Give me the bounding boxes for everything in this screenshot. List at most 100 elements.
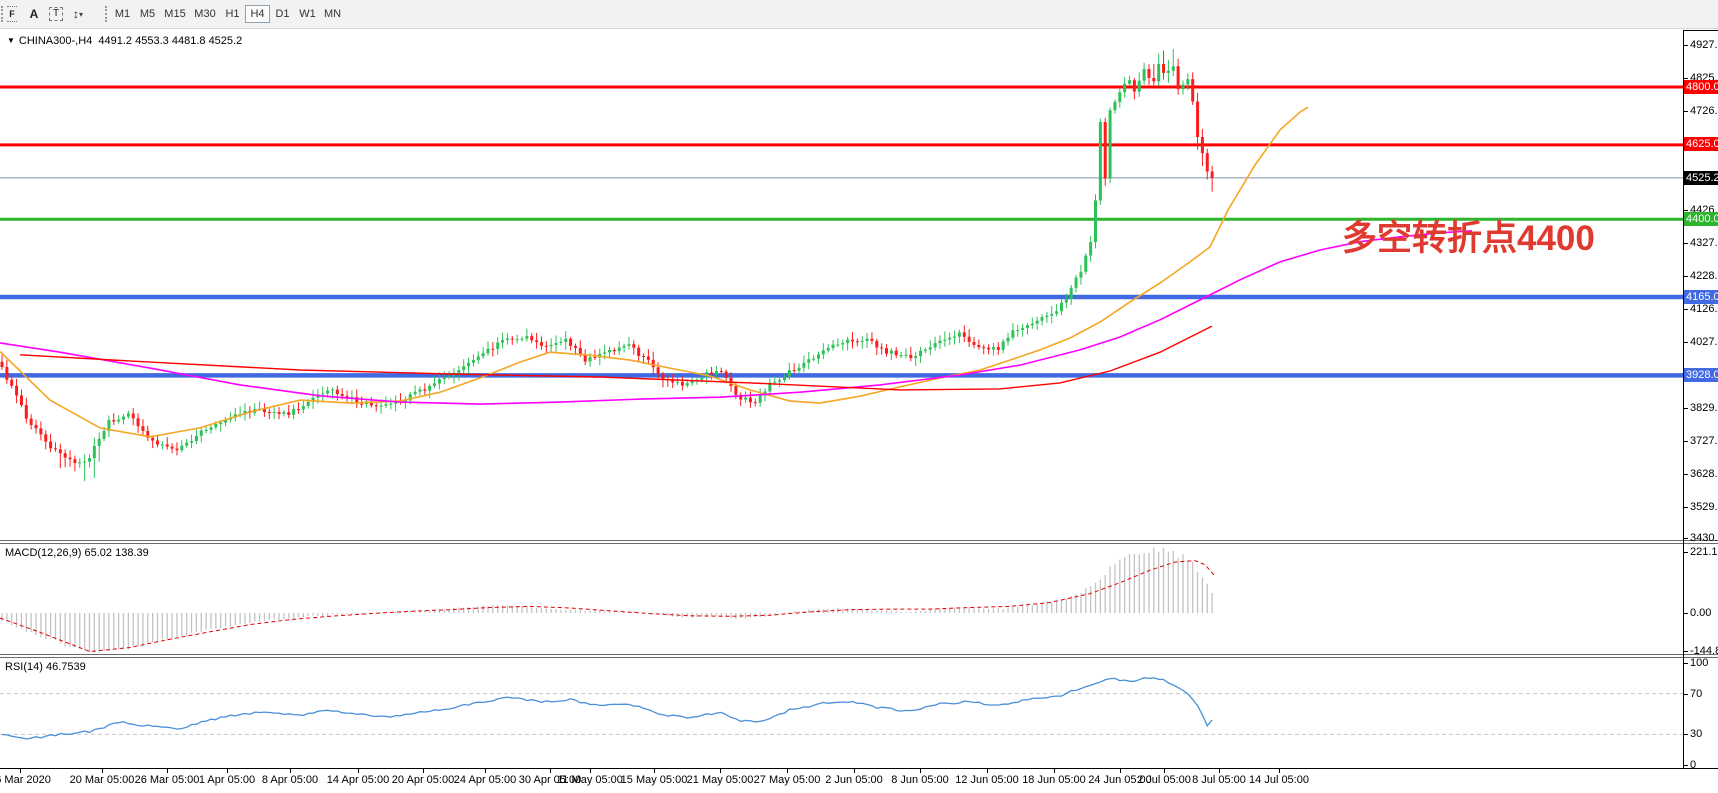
- price-tick-4228.0-tick: [1683, 276, 1688, 277]
- price-tick-4027.0: 4027.0: [1690, 336, 1718, 348]
- price-axis-border: [1683, 30, 1684, 769]
- ohlc-high: 4553.3: [135, 35, 169, 47]
- rsi-chart[interactable]: [0, 658, 1683, 768]
- macd-tick--144.84-tick: [1683, 651, 1688, 652]
- time-tick: [358, 769, 359, 773]
- annotation-text[interactable]: 多空转折点4400: [1342, 219, 1595, 258]
- time-label: 14 Apr 05:00: [326, 774, 390, 786]
- time-label: 8 Jun 05:00: [891, 774, 949, 786]
- candlesticks-layer: [0, 48, 1214, 482]
- time-label: 21 May 05:00: [686, 774, 754, 786]
- time-label: 20 Mar 05:00: [69, 774, 135, 786]
- timeframe-toolbar-grip[interactable]: [105, 6, 107, 22]
- rsi-panel[interactable]: RSI(14) 46.7539: [0, 658, 1683, 768]
- ohlc-low: 4481.8: [171, 35, 206, 47]
- text-icon: A: [29, 7, 39, 21]
- fibonacci-retracement-icon: F: [7, 6, 17, 22]
- macd-tick-221.13-tick: [1683, 552, 1688, 553]
- rsi-line: [1, 677, 1213, 740]
- time-label: 16 Mar 2020: [0, 774, 51, 786]
- price-tick-4927.0: 4927.0: [1690, 39, 1718, 51]
- arrows-button[interactable]: ↕ ▾: [68, 4, 88, 24]
- macd-label: MACD(12,26,9) 65.02 138.39: [5, 547, 149, 559]
- time-label: 26 Mar 05:00: [134, 774, 200, 786]
- time-label: 1 Apr 05:00: [198, 774, 256, 786]
- timeframe-button-d1[interactable]: D1: [275, 8, 290, 20]
- arrows-icon: ↕: [72, 7, 79, 21]
- timeframe-button-m5[interactable]: M5: [139, 8, 156, 20]
- price-line-label-4400.0: 4400.0: [1684, 212, 1718, 226]
- price-tick-4027.0-tick: [1683, 342, 1688, 343]
- rsi-tick-100-tick: [1683, 663, 1688, 664]
- time-label: 12 Jun 05:00: [955, 774, 1019, 786]
- time-tick: [787, 769, 788, 773]
- macd-panel[interactable]: MACD(12,26,9) 65.02 138.39: [0, 544, 1683, 654]
- time-label: 14 Jul 05:00: [1249, 774, 1309, 786]
- price-line-label-4625.0: 4625.0: [1684, 137, 1718, 151]
- price-tick-3829.0: 3829.0: [1690, 402, 1718, 414]
- time-tick: [167, 769, 168, 773]
- price-tick-4825.0-tick: [1683, 78, 1688, 79]
- price-tick-4228.0: 4228.0: [1690, 270, 1718, 282]
- rsi-tick-30: 30: [1690, 728, 1703, 740]
- text-label-icon: T: [48, 7, 64, 21]
- symbol-dropdown-icon[interactable]: ▼: [7, 36, 15, 45]
- time-tick: [485, 769, 486, 773]
- timeframe-button-m15[interactable]: M15: [164, 8, 186, 20]
- macd-histogram-layer: [1, 547, 1213, 653]
- ma-fast-orange: [0, 106, 1309, 438]
- timeframe-button-h4[interactable]: H4: [245, 5, 270, 23]
- time-label: 30 Apr 05:00: [518, 774, 582, 786]
- price-line-label-4800.0: 4800.0: [1684, 80, 1718, 94]
- toolbar: F A T ↕ ▾ M1 M5 M15 M30 H1 H4 D1 W1 MN: [0, 0, 1718, 29]
- timeframe-button-w1[interactable]: W1: [299, 8, 316, 20]
- text-label-button[interactable]: T: [46, 4, 66, 24]
- panel-splitter-macd[interactable]: [0, 540, 1718, 544]
- main-chart-panel[interactable]: ▼ CHINA300-,H4 4491.2 4553.3 4481.8 4525.…: [0, 30, 1683, 540]
- price-tick-3529.0: 3529.0: [1690, 501, 1718, 513]
- price-tick-4726.0-tick: [1683, 111, 1688, 112]
- rsi-tick-70: 70: [1690, 688, 1703, 700]
- time-tick: [720, 769, 721, 773]
- candlestick-chart[interactable]: [0, 30, 1683, 540]
- ma-medium-magenta: [0, 230, 1473, 405]
- timeframe-button-m1[interactable]: M1: [114, 8, 131, 20]
- price-tick-4327.0-tick: [1683, 243, 1688, 244]
- macd-chart[interactable]: [0, 544, 1683, 654]
- time-tick: [1164, 769, 1165, 773]
- time-label: 15 May 05:00: [620, 774, 688, 786]
- time-tick: [654, 769, 655, 773]
- panel-splitter-rsi[interactable]: [0, 654, 1718, 658]
- time-label: 18 Jun 05:00: [1022, 774, 1086, 786]
- time-tick: [854, 769, 855, 773]
- toolbar-grip[interactable]: [1, 6, 3, 22]
- price-tick-3430.0-tick: [1683, 538, 1688, 539]
- rsi-tick-0: 0: [1690, 759, 1697, 771]
- price-tick-3727.0: 3727.0: [1690, 435, 1718, 447]
- time-label: 24 Jun 05:00: [1088, 774, 1152, 786]
- price-line-label-4525.2: 4525.2: [1684, 171, 1718, 185]
- macd-tick-221.13: 221.13: [1690, 546, 1718, 558]
- time-tick: [1279, 769, 1280, 773]
- symbol-label: CHINA300-,H4: [18, 35, 93, 47]
- macd-signal-line: [0, 560, 1215, 653]
- timeframe-button-h1[interactable]: H1: [225, 8, 240, 20]
- price-tick-4126.0: 4126.0: [1690, 303, 1718, 315]
- price-line-label-4165.0: 4165.0: [1684, 290, 1718, 304]
- price-line-label-3928.0: 3928.0: [1684, 368, 1718, 382]
- timeframe-button-m30[interactable]: M30: [194, 8, 216, 20]
- time-tick: [550, 769, 551, 773]
- time-tick: [1054, 769, 1055, 773]
- time-label: 11 May 05:00: [557, 774, 623, 786]
- time-tick: [102, 769, 103, 773]
- rsi-tick-0-tick: [1683, 765, 1688, 766]
- time-tick: [920, 769, 921, 773]
- ohlc-open: 4491.2: [98, 35, 133, 47]
- chevron-down-icon[interactable]: ▾: [78, 9, 83, 19]
- text-button[interactable]: A: [24, 4, 44, 24]
- timeframe-button-mn[interactable]: MN: [323, 8, 342, 20]
- fibonacci-retracement-button[interactable]: F: [2, 4, 22, 24]
- price-tick-3628.0-tick: [1683, 474, 1688, 475]
